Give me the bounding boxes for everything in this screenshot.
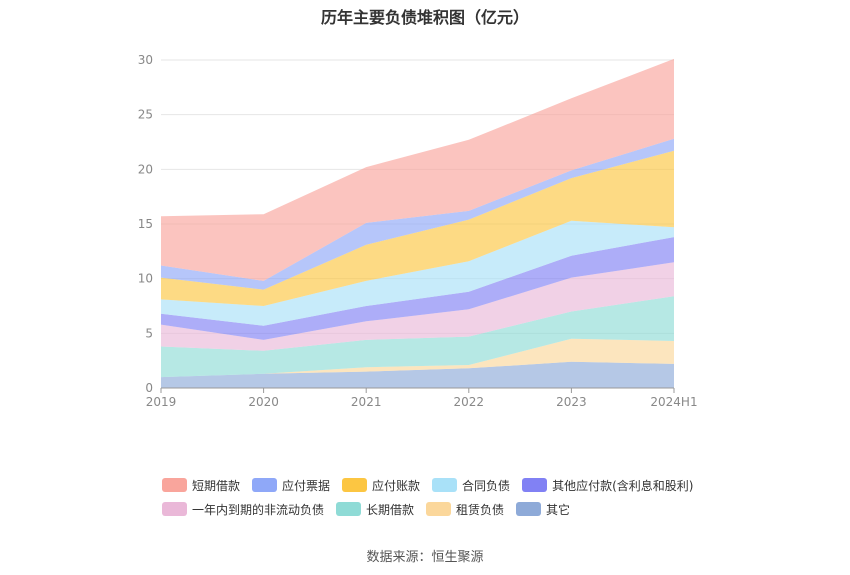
area-series-6	[161, 150, 674, 306]
x-tick-label: 2019	[146, 395, 177, 409]
legend: 短期借款 应付票据 应付账款 合同负债 其他应付款(含利息和股利) 一年内到期的非流动负债…	[162, 473, 722, 521]
area-series-2	[161, 296, 674, 378]
legend-swatch	[162, 502, 187, 516]
legend-label: 短期借款	[192, 478, 241, 493]
area-series-3	[161, 262, 674, 351]
area-series-0	[161, 361, 674, 388]
legend-swatch	[522, 478, 548, 492]
x-tick-label: 2022	[454, 395, 485, 409]
legend-label: 应付账款	[372, 478, 421, 493]
area-series-4	[161, 237, 674, 340]
legend-swatch	[426, 502, 452, 516]
legend-swatch	[342, 478, 368, 492]
legend-label: 一年内到期的非流动负债	[192, 502, 325, 517]
y-tick-label: 25	[138, 108, 153, 122]
area-series-5	[161, 220, 674, 326]
legend-label: 租赁负债	[456, 502, 505, 517]
y-tick-label: 0	[145, 381, 153, 395]
y-tick-label: 5	[145, 326, 153, 340]
legend-item[interactable]: 租赁负债	[426, 501, 504, 518]
area-series-1	[161, 338, 674, 378]
legend-item[interactable]: 其他应付款(含利息和股利)	[522, 477, 693, 494]
area-series-8	[161, 58, 674, 281]
y-tick-label: 10	[138, 272, 153, 286]
legend-item[interactable]: 长期借款	[336, 501, 414, 518]
legend-item[interactable]: 一年内到期的非流动负债	[162, 501, 324, 518]
source-note: 数据来源：恒生聚源	[366, 550, 484, 565]
stacked-areas	[161, 58, 674, 388]
y-tick-label: 15	[138, 217, 153, 231]
axes: 0 5 10 15 20 25 30 2019 2020 2021 2022 2023 2024H1	[138, 53, 698, 409]
legend-label: 长期借款	[366, 502, 415, 517]
x-tick-label: 2023	[556, 395, 587, 409]
x-tick-label: 2021	[351, 395, 382, 409]
area-series-7	[161, 138, 674, 290]
legend-swatch	[336, 502, 362, 516]
legend-label: 应付票据	[282, 478, 331, 493]
legend-item[interactable]: 合同负债	[432, 477, 510, 494]
legend-row: 短期借款 应付票据 应付账款 合同负债 其他应付款(含利息和股利)	[162, 473, 722, 497]
y-tick-label: 20	[138, 162, 153, 176]
legend-swatch	[432, 478, 458, 492]
legend-label: 其他应付款(含利息和股利)	[552, 478, 694, 493]
x-tick-label: 2020	[248, 395, 279, 409]
legend-item[interactable]: 短期借款	[162, 477, 240, 494]
legend-item[interactable]: 应付票据	[252, 477, 330, 494]
chart-title: 历年主要负债堆积图（亿元）	[320, 8, 529, 27]
legend-label: 合同负债	[462, 478, 511, 493]
x-tick-label: 2024H1	[650, 395, 697, 409]
legend-swatch	[162, 478, 187, 492]
legend-item[interactable]: 应付账款	[342, 477, 420, 494]
legend-label: 其它	[546, 502, 571, 517]
legend-swatch	[252, 478, 278, 492]
legend-row: 一年内到期的非流动负债 长期借款 租赁负债 其它	[162, 497, 722, 521]
legend-item[interactable]: 其它	[516, 501, 570, 518]
y-tick-label: 30	[138, 53, 153, 67]
legend-swatch	[516, 502, 542, 516]
